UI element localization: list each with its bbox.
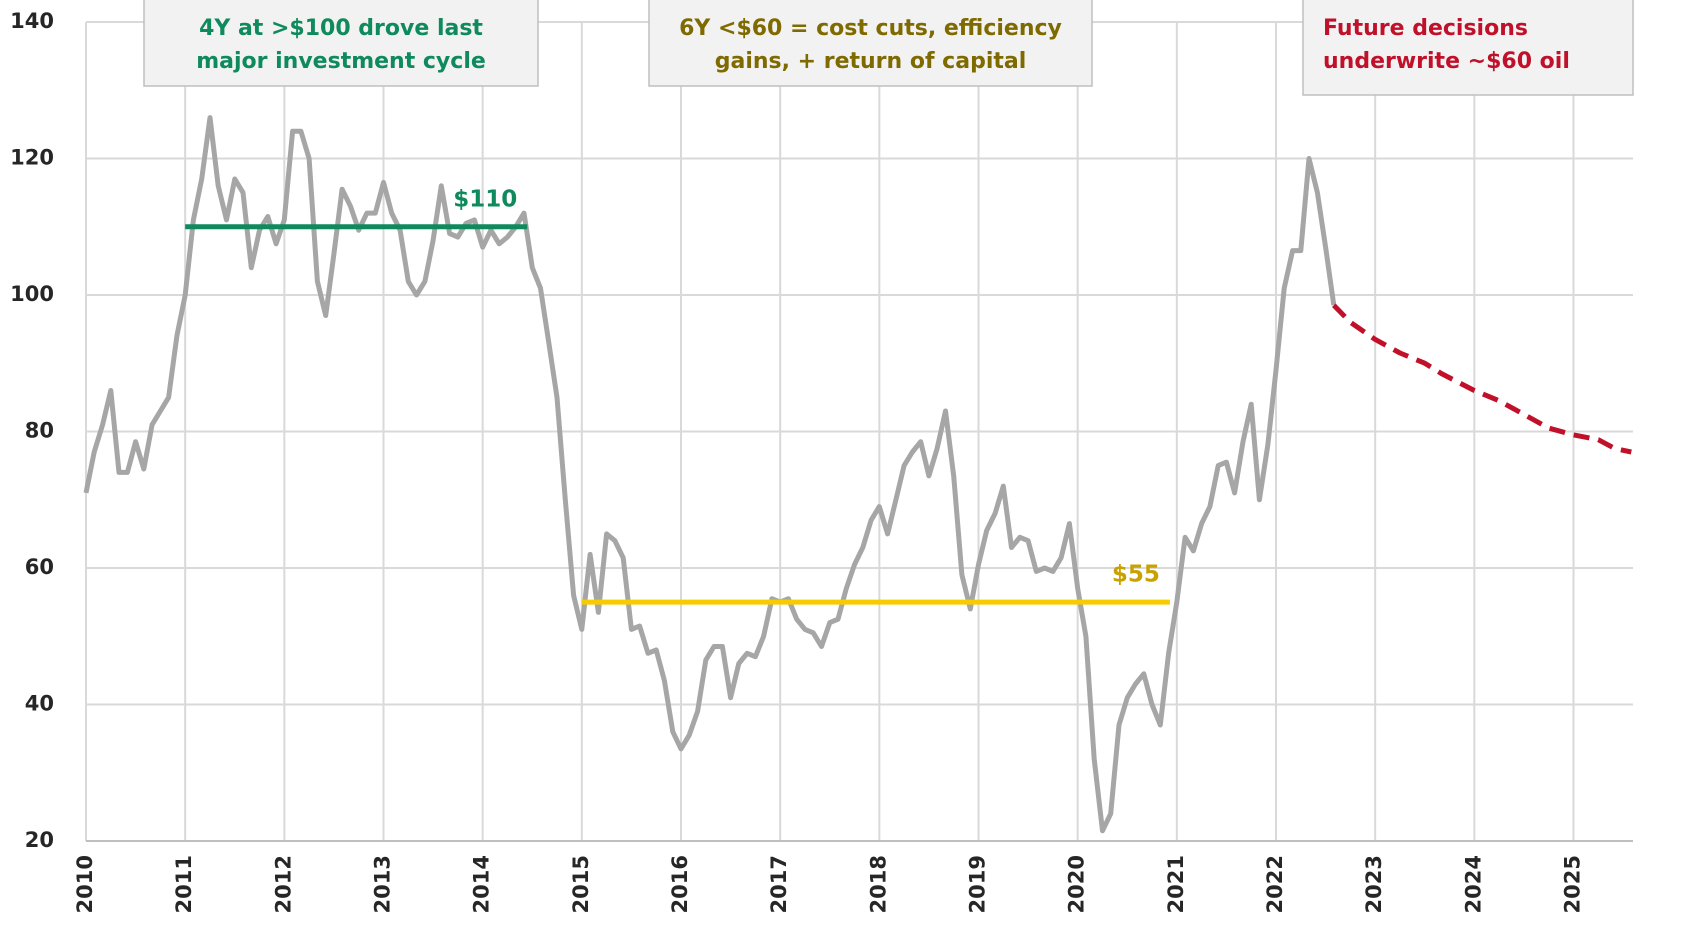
annotation-text: gains, + return of capital <box>715 49 1027 74</box>
x-tick-label: 2023 <box>1362 855 1386 913</box>
y-tick-label: 20 <box>25 828 54 852</box>
y-tick-label: 120 <box>10 146 54 170</box>
y-tick-label: 60 <box>25 555 54 579</box>
reference-label: $55 <box>1112 562 1160 588</box>
x-tick-label: 2011 <box>172 855 196 913</box>
x-tick-label: 2017 <box>767 855 791 913</box>
x-tick-label: 2019 <box>966 855 990 913</box>
x-tick-label: 2024 <box>1461 855 1485 913</box>
annotation-text: 6Y <$60 = cost cuts, efficiency <box>679 16 1062 41</box>
annotation-box <box>648 0 1093 87</box>
annotation-text: major investment cycle <box>196 49 486 74</box>
x-tick-label: 2015 <box>569 855 593 913</box>
y-tick-label: 80 <box>25 419 54 443</box>
price-line <box>1332 303 1632 455</box>
x-tick-label: 2013 <box>371 855 395 913</box>
annotation-text: underwrite ~$60 oil <box>1323 49 1570 74</box>
x-tick-label: 2025 <box>1561 855 1585 913</box>
y-tick-label: 100 <box>10 282 54 306</box>
x-tick-label: 2021 <box>1164 855 1188 913</box>
x-tick-label: 2018 <box>866 855 890 913</box>
annotation-text: 4Y at >$100 drove last <box>199 16 483 41</box>
annotation-box <box>143 0 539 87</box>
annotation-box <box>1302 0 1634 96</box>
x-tick-label: 2014 <box>470 855 494 913</box>
x-tick-label: 2022 <box>1263 855 1287 913</box>
y-tick-label: 140 <box>10 9 54 33</box>
price-line <box>83 115 1337 834</box>
x-tick-label: 2020 <box>1065 855 1089 913</box>
y-tick-label: 40 <box>25 692 54 716</box>
x-tick-label: 2016 <box>668 855 692 913</box>
reference-label: $110 <box>453 186 517 212</box>
x-tick-label: 2010 <box>73 855 97 913</box>
x-tick-label: 2012 <box>271 855 295 913</box>
annotation-text: Future decisions <box>1323 16 1528 41</box>
